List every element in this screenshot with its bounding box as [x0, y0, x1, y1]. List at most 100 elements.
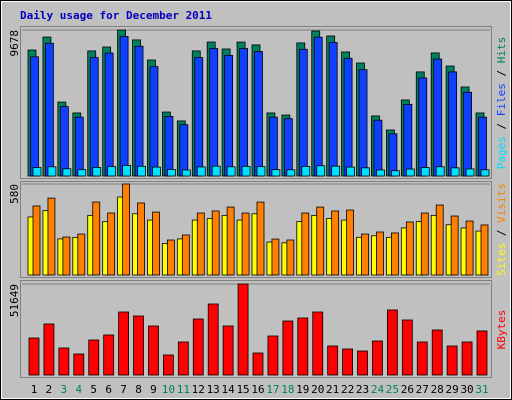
bar: [401, 319, 413, 376]
bar: [331, 165, 341, 177]
panel: [20, 26, 492, 179]
bar: [283, 118, 293, 177]
bar: [149, 66, 159, 177]
bar: [162, 354, 174, 376]
legend-separator: /: [495, 116, 508, 136]
bar: [77, 169, 87, 177]
bar: [461, 341, 473, 376]
bar: [316, 165, 326, 177]
bar: [346, 166, 356, 177]
legend-entry: Hits: [495, 37, 508, 64]
bar: [450, 167, 460, 177]
bar: [28, 337, 40, 376]
x-tick-label: 28: [431, 383, 444, 396]
bar: [45, 42, 54, 177]
bar: [343, 57, 353, 177]
bar: [372, 340, 383, 376]
bar: [297, 317, 309, 376]
bar: [32, 167, 42, 177]
bar: [118, 311, 129, 376]
bar: [179, 124, 189, 177]
bar: [194, 57, 204, 177]
bar: [480, 224, 489, 276]
bar: [152, 166, 161, 177]
bar: [88, 339, 100, 376]
bar: [226, 166, 236, 177]
bar: [465, 168, 475, 177]
bar: [446, 345, 458, 376]
bar: [361, 167, 370, 177]
legend: Pages / Files / Hits: [495, 37, 508, 170]
y-tick-label: 51649: [8, 284, 21, 317]
bar: [390, 170, 400, 177]
x-tick-label: 18: [281, 383, 294, 396]
y-tick-label: 580: [8, 184, 21, 204]
bar: [328, 42, 338, 177]
x-tick-label: 17: [266, 383, 279, 396]
bar: [463, 91, 472, 177]
bar: [361, 233, 369, 276]
legend-entry: Pages: [495, 136, 508, 169]
bar: [269, 116, 278, 177]
x-tick-label: 4: [75, 383, 82, 396]
bar: [271, 169, 281, 177]
bar: [271, 238, 280, 276]
bar: [448, 71, 458, 177]
bar: [386, 309, 398, 376]
bar: [137, 202, 145, 276]
bar: [435, 204, 444, 276]
x-tick-label: 20: [311, 383, 324, 396]
bar: [177, 341, 189, 376]
bar: [331, 210, 340, 276]
x-tick-label: 24: [371, 383, 385, 396]
bar: [390, 232, 399, 276]
bar: [431, 329, 443, 376]
bar: [237, 283, 249, 376]
bar: [148, 325, 159, 376]
bar: [92, 201, 101, 276]
bar: [59, 106, 69, 177]
bar: [92, 167, 102, 177]
x-tick-label: 31: [475, 383, 488, 396]
bar: [358, 69, 368, 177]
bar: [301, 212, 310, 276]
bar: [342, 348, 354, 376]
bar: [239, 48, 248, 177]
legend: Sites / Visits: [495, 183, 508, 276]
bar: [62, 236, 71, 276]
x-tick-label: 7: [120, 383, 127, 396]
bar: [107, 212, 116, 276]
legend-entry: KBytes: [495, 310, 508, 350]
bar: [254, 51, 263, 177]
bar: [47, 166, 57, 177]
x-tick-label: 27: [416, 383, 429, 396]
bar: [301, 166, 311, 177]
bar: [74, 116, 84, 177]
chart-title: Daily usage for December 2011: [20, 9, 212, 22]
bar: [134, 45, 144, 177]
x-tick-label: 8: [135, 383, 142, 396]
legend: KBytes: [495, 310, 508, 350]
bar: [480, 169, 490, 177]
bar: [196, 212, 205, 276]
bar: [209, 48, 219, 177]
bar: [166, 239, 175, 276]
bar: [465, 220, 474, 276]
bar: [450, 215, 459, 276]
legend-entry: Visits: [495, 183, 508, 223]
bar: [476, 330, 488, 376]
bar: [222, 325, 234, 376]
panel: [20, 181, 492, 278]
bar: [286, 169, 296, 177]
bar: [346, 209, 355, 276]
bar: [192, 318, 204, 376]
bar: [89, 57, 99, 177]
panel: [20, 280, 492, 378]
x-tick-label: 22: [341, 383, 354, 396]
bar: [357, 350, 368, 376]
x-tick-label: 26: [401, 383, 414, 396]
bar: [226, 206, 235, 276]
bar: [418, 77, 428, 177]
